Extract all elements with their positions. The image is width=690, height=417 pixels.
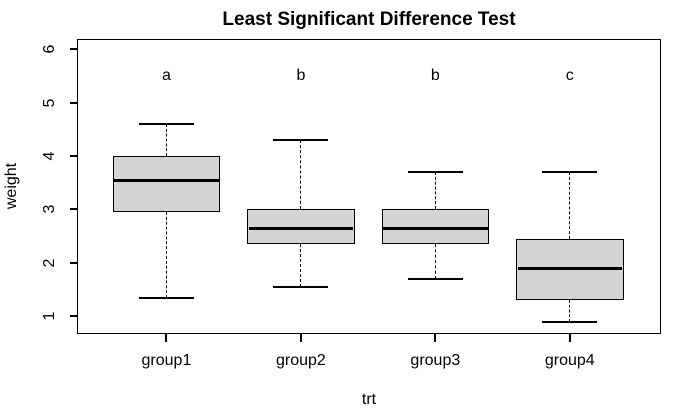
x-tick-group4	[568, 334, 571, 342]
whisker-cap-bottom-group2	[273, 286, 329, 289]
x-tick-label-group3: group3	[410, 352, 461, 369]
whisker-cap-bottom-group3	[407, 277, 463, 280]
y-tick-2	[70, 261, 78, 264]
y-tick-1	[70, 315, 78, 318]
median-group3	[383, 226, 488, 230]
y-tick-4	[70, 155, 78, 158]
y-tick-3	[70, 208, 78, 211]
group-letter-group1: a	[162, 66, 171, 84]
whisker-upper-group3	[434, 172, 436, 210]
whisker-cap-top-group1	[138, 122, 194, 125]
group-letter-group3: b	[430, 66, 440, 84]
whisker-cap-top-group3	[407, 171, 463, 174]
whisker-lower-group2	[300, 244, 302, 287]
whisker-lower-group3	[434, 244, 436, 279]
whisker-cap-bottom-group4	[542, 320, 598, 323]
whisker-cap-top-group4	[542, 171, 598, 174]
median-group2	[248, 226, 354, 230]
x-tick-label-group4: group4	[544, 352, 595, 369]
y-axis-label: weight	[3, 162, 20, 210]
group-letter-group2: b	[296, 66, 306, 84]
y-tick-label-2: 2	[41, 258, 58, 268]
whisker-upper-group1	[165, 123, 167, 157]
group-letter-group4: c	[565, 66, 574, 84]
chart-title: Least Significant Difference Test	[222, 9, 516, 30]
x-tick-group1	[165, 334, 168, 342]
y-tick-label-6: 6	[41, 44, 58, 54]
y-tick-6	[70, 48, 78, 51]
whisker-cap-bottom-group1	[138, 296, 194, 299]
y-tick-label-3: 3	[41, 205, 58, 214]
whisker-upper-group2	[300, 139, 302, 210]
whisker-upper-group4	[569, 172, 571, 239]
y-tick-5	[70, 101, 78, 104]
whisker-cap-top-group2	[273, 138, 329, 141]
median-group1	[114, 178, 219, 182]
x-axis-label: trt	[361, 391, 377, 408]
whisker-lower-group4	[569, 300, 571, 322]
y-tick-label-5: 5	[41, 98, 58, 107]
x-tick-group2	[299, 334, 302, 342]
box-group1	[112, 156, 221, 213]
whisker-lower-group1	[165, 212, 167, 298]
x-tick-label-group2: group2	[275, 352, 326, 369]
x-tick-group3	[434, 334, 437, 342]
y-tick-label-4: 4	[41, 151, 58, 161]
x-tick-label-group1: group1	[141, 352, 192, 369]
y-tick-label-1: 1	[41, 311, 58, 321]
median-group4	[517, 266, 623, 270]
